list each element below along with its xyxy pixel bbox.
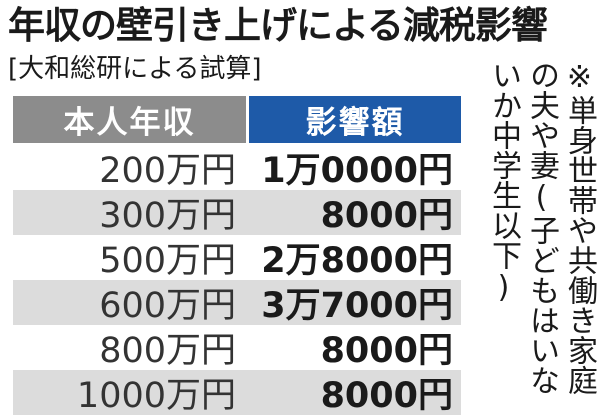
footnote-line: いか中学生以下) xyxy=(486,60,521,305)
table-row: 300万円 8000円 xyxy=(13,190,461,236)
impact-cell: 8000円 xyxy=(320,196,453,236)
income-cell: 300万円 xyxy=(99,196,236,236)
impact-cell: 2万8000円 xyxy=(261,241,453,281)
footnote: ※単身世帯や共働き家庭 の夫や妻(子どもはいな いか中学生以下) xyxy=(478,60,597,412)
impact-cell: 8000円 xyxy=(320,331,453,371)
income-cell: 1000万円 xyxy=(76,376,236,416)
data-table: 200万円 1万0000円 300万円 8000円 500万円 2万8000円 … xyxy=(13,145,461,416)
header-impact: 影響額 xyxy=(249,96,461,143)
income-cell: 600万円 xyxy=(99,286,236,326)
footnote-line: の夫や妻(子どもはいな xyxy=(524,60,559,395)
header-income: 本人年収 xyxy=(13,96,246,143)
footnote-line: ※単身世帯や共働き家庭 xyxy=(562,60,597,395)
table-row: 200万円 1万0000円 xyxy=(13,145,461,191)
source-label: [大和総研による試算] xyxy=(8,54,262,84)
impact-cell: 1万0000円 xyxy=(261,151,453,191)
page-title: 年収の壁引き上げによる減税影響 xyxy=(8,4,548,47)
impact-cell: 8000円 xyxy=(320,376,453,416)
impact-cell: 3万7000円 xyxy=(261,286,453,326)
table-row: 500万円 2万8000円 xyxy=(13,235,461,281)
table-row: 600万円 3万7000円 xyxy=(13,280,461,326)
income-cell: 800万円 xyxy=(99,331,236,371)
table-row: 800万円 8000円 xyxy=(13,325,461,371)
income-cell: 500万円 xyxy=(99,241,236,281)
income-cell: 200万円 xyxy=(99,151,236,191)
table-row: 1000万円 8000円 xyxy=(13,370,461,416)
